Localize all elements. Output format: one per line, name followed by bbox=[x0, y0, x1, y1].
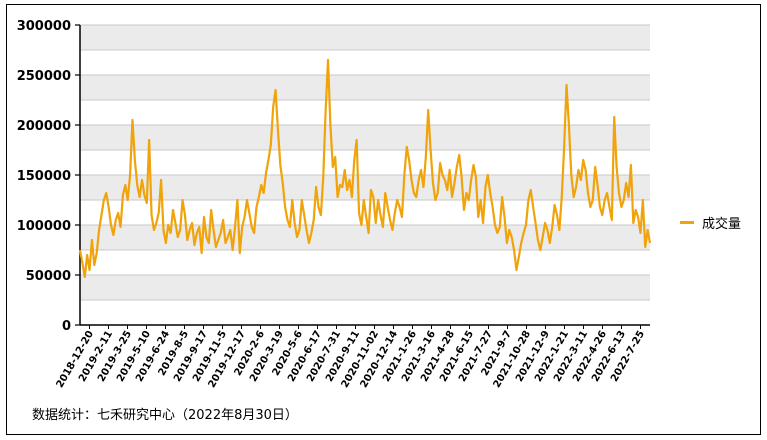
series-line bbox=[78, 58, 652, 279]
x-axis: 2018-12-202019-2-112019-3-252019-5-10201… bbox=[55, 324, 650, 390]
y-tick-label: 50000 bbox=[26, 269, 71, 284]
grid-band bbox=[80, 275, 650, 300]
grid-lines bbox=[80, 24, 650, 301]
y-tick-label: 100000 bbox=[17, 219, 71, 234]
grid-band bbox=[80, 175, 650, 200]
y-tick-label: 0 bbox=[62, 319, 71, 334]
y-tick-label: 300000 bbox=[17, 19, 71, 34]
series-layer bbox=[78, 58, 652, 279]
grid-band bbox=[80, 75, 650, 100]
y-tick-label: 250000 bbox=[17, 69, 71, 84]
legend-swatch bbox=[680, 221, 694, 224]
y-axis: 0 50000 100000 150000 200000 250000 300000 bbox=[17, 19, 81, 334]
grid-band bbox=[80, 25, 650, 50]
legend-label: 成交量 bbox=[702, 217, 742, 232]
grid-band bbox=[80, 125, 650, 150]
y-tick-label: 200000 bbox=[17, 119, 71, 134]
y-tick-label: 150000 bbox=[17, 169, 71, 184]
grid-band bbox=[80, 225, 650, 250]
source-note: 数据统计：七禾研究中心（2022年8月30日） bbox=[32, 408, 298, 423]
legend: 成交量 bbox=[680, 213, 741, 232]
grid-bands bbox=[80, 25, 650, 300]
